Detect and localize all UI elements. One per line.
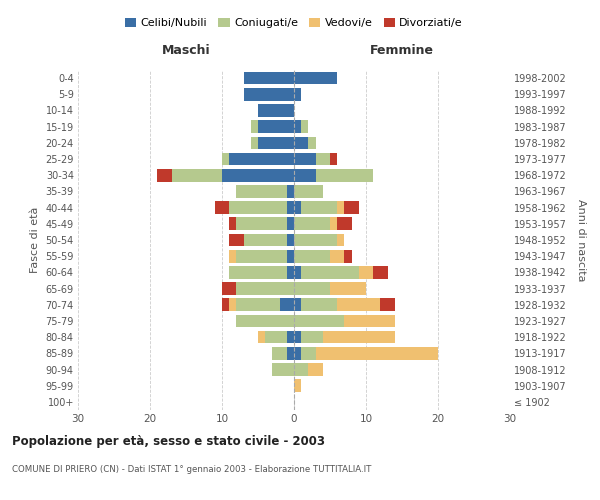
Bar <box>244 72 294 85</box>
Bar <box>272 347 287 360</box>
Bar <box>229 218 236 230</box>
Bar <box>236 185 287 198</box>
Bar <box>287 218 294 230</box>
Bar <box>244 234 287 246</box>
Bar <box>287 331 294 344</box>
Bar <box>294 120 301 133</box>
Bar <box>236 250 287 262</box>
Bar <box>323 331 395 344</box>
Bar <box>258 136 294 149</box>
Bar <box>229 298 236 311</box>
Bar <box>301 331 323 344</box>
Bar <box>316 152 330 166</box>
Bar <box>265 331 287 344</box>
Bar <box>287 202 294 214</box>
Bar <box>229 152 294 166</box>
Bar <box>373 266 388 278</box>
Bar <box>294 282 330 295</box>
Bar <box>294 380 301 392</box>
Bar <box>294 331 301 344</box>
Bar <box>251 136 258 149</box>
Bar <box>337 202 344 214</box>
Y-axis label: Fasce di età: Fasce di età <box>30 207 40 273</box>
Bar <box>330 250 344 262</box>
Bar <box>251 120 258 133</box>
Text: Popolazione per età, sesso e stato civile - 2003: Popolazione per età, sesso e stato civil… <box>12 435 325 448</box>
Bar <box>344 250 352 262</box>
Bar <box>337 234 344 246</box>
Text: COMUNE DI PRIERO (CN) - Dati ISTAT 1° gennaio 2003 - Elaborazione TUTTITALIA.IT: COMUNE DI PRIERO (CN) - Dati ISTAT 1° ge… <box>12 465 371 474</box>
Bar <box>294 363 308 376</box>
Bar <box>287 250 294 262</box>
Bar <box>294 185 323 198</box>
Text: Maschi: Maschi <box>161 44 211 57</box>
Bar <box>337 298 380 311</box>
Bar <box>344 202 359 214</box>
Bar <box>287 234 294 246</box>
Bar <box>359 266 373 278</box>
Bar <box>222 298 229 311</box>
Bar <box>287 266 294 278</box>
Bar <box>294 234 337 246</box>
Bar <box>287 347 294 360</box>
Bar <box>337 218 352 230</box>
Bar <box>294 218 330 230</box>
Bar <box>294 266 301 278</box>
Bar <box>330 218 337 230</box>
Bar <box>301 266 359 278</box>
Bar <box>215 202 229 214</box>
Bar <box>258 104 294 117</box>
Bar <box>308 136 316 149</box>
Text: Femmine: Femmine <box>370 44 434 57</box>
Bar <box>294 152 316 166</box>
Bar <box>236 282 294 295</box>
Bar <box>236 298 280 311</box>
Bar <box>236 314 294 328</box>
Bar <box>301 298 337 311</box>
Bar <box>229 266 287 278</box>
Bar <box>258 120 294 133</box>
Bar <box>294 298 301 311</box>
Bar <box>301 347 316 360</box>
Y-axis label: Anni di nascita: Anni di nascita <box>577 198 586 281</box>
Bar <box>294 72 337 85</box>
Bar <box>301 202 337 214</box>
Bar <box>330 282 366 295</box>
Bar <box>301 120 308 133</box>
Bar <box>244 88 294 101</box>
Bar <box>308 363 323 376</box>
Bar <box>229 250 236 262</box>
Bar <box>272 363 294 376</box>
Bar <box>280 298 294 311</box>
Bar <box>222 169 294 181</box>
Bar <box>344 314 395 328</box>
Bar <box>316 347 438 360</box>
Bar <box>380 298 395 311</box>
Bar <box>294 169 316 181</box>
Bar <box>287 185 294 198</box>
Bar <box>229 234 244 246</box>
Bar <box>294 347 301 360</box>
Bar <box>236 218 287 230</box>
Bar <box>172 169 222 181</box>
Bar <box>222 152 229 166</box>
Bar <box>294 202 301 214</box>
Bar <box>229 202 287 214</box>
Bar <box>294 250 330 262</box>
Bar <box>222 282 236 295</box>
Bar <box>294 136 308 149</box>
Bar <box>157 169 172 181</box>
Bar <box>294 88 301 101</box>
Bar <box>316 169 373 181</box>
Bar <box>294 314 344 328</box>
Bar <box>258 331 265 344</box>
Bar <box>330 152 337 166</box>
Legend: Celibi/Nubili, Coniugati/e, Vedovi/e, Divorziati/e: Celibi/Nubili, Coniugati/e, Vedovi/e, Di… <box>121 13 467 32</box>
